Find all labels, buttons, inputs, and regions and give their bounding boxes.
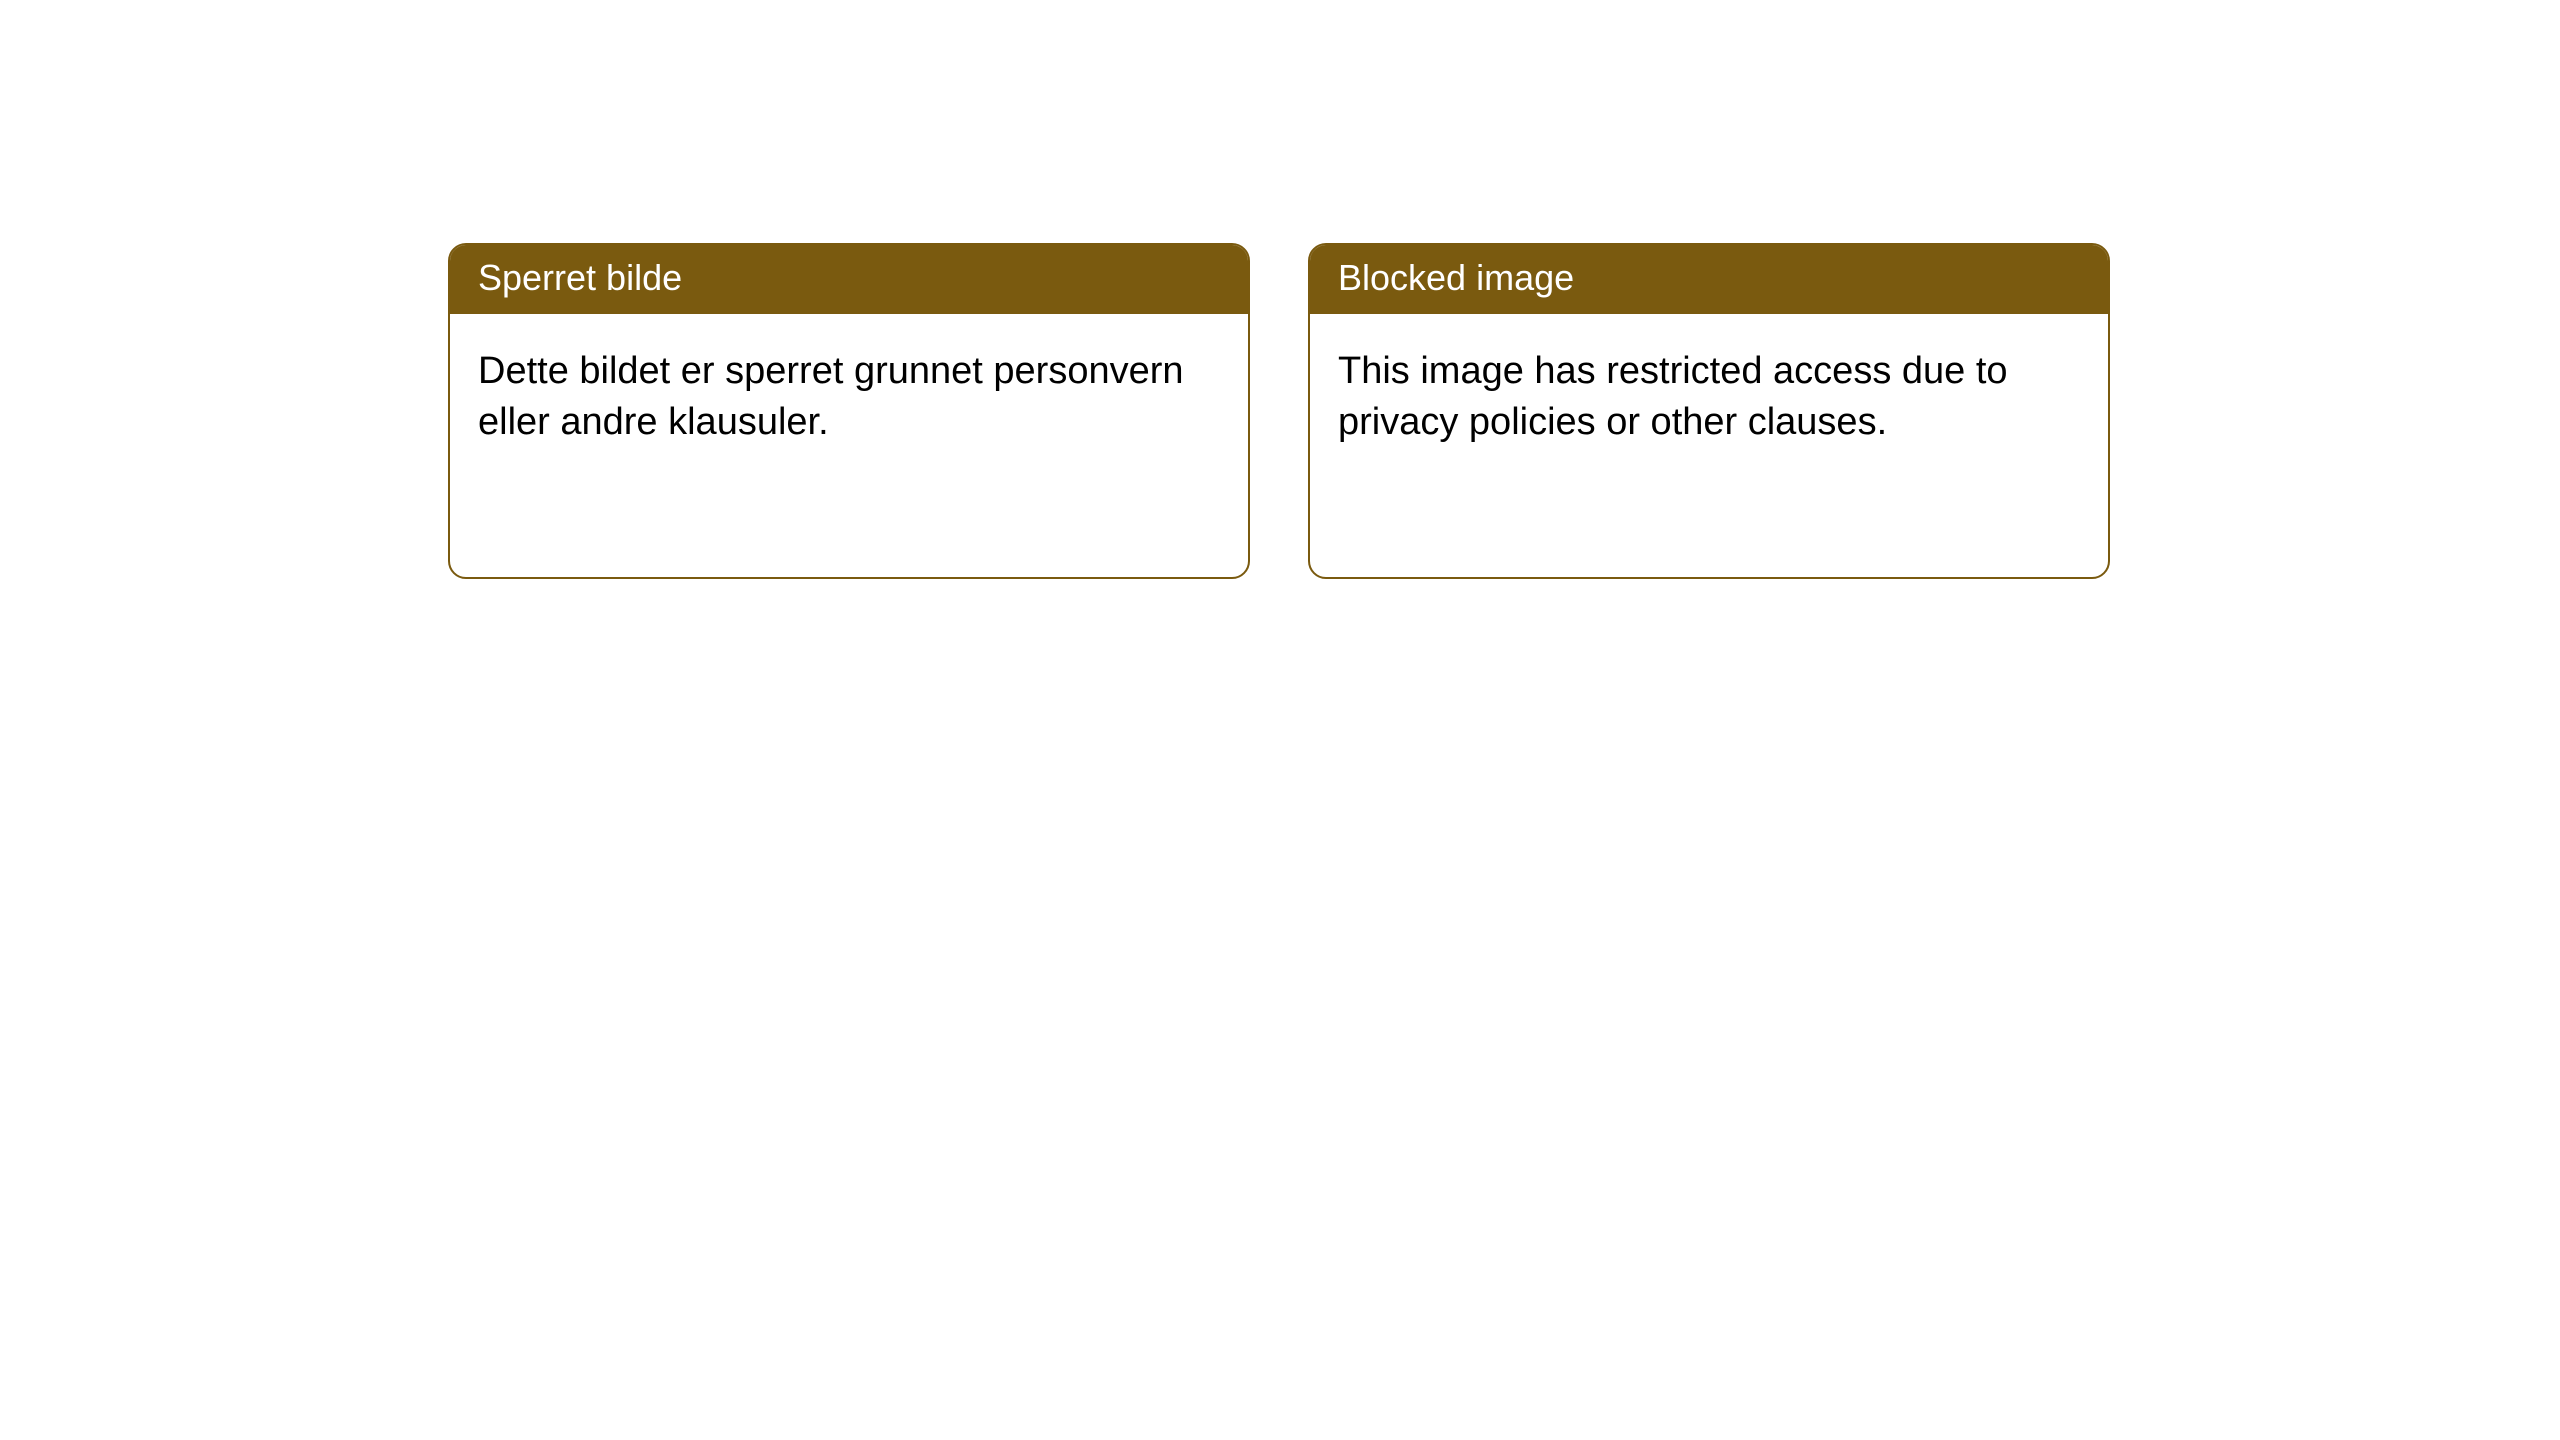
notice-body-text: Dette bildet er sperret grunnet personve… (478, 350, 1184, 443)
notice-body: This image has restricted access due to … (1310, 314, 2108, 477)
notice-title: Sperret bilde (478, 257, 682, 298)
notice-container: Sperret bilde Dette bildet er sperret gr… (448, 243, 2110, 579)
notice-title: Blocked image (1338, 257, 1574, 298)
notice-card-norwegian: Sperret bilde Dette bildet er sperret gr… (448, 243, 1250, 579)
notice-body: Dette bildet er sperret grunnet personve… (450, 314, 1248, 477)
notice-header: Sperret bilde (450, 245, 1248, 314)
notice-header: Blocked image (1310, 245, 2108, 314)
notice-body-text: This image has restricted access due to … (1338, 350, 2008, 443)
notice-card-english: Blocked image This image has restricted … (1308, 243, 2110, 579)
